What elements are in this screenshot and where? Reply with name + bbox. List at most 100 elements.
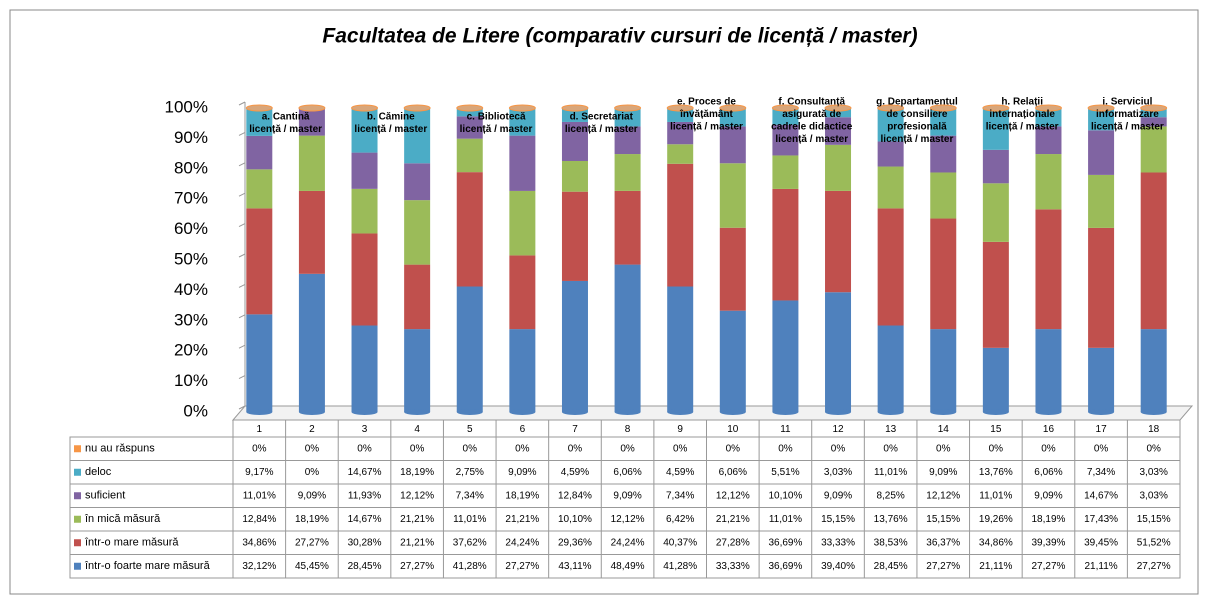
bar-segment	[877, 108, 904, 142]
bar-segment	[772, 124, 799, 156]
table-cell: 3,03%	[1140, 490, 1168, 501]
table-cell: 4,59%	[666, 467, 694, 478]
y-tick-label: 70%	[174, 189, 208, 208]
bar-segment	[825, 108, 852, 118]
y-tick-label: 50%	[174, 249, 208, 268]
table-cell: 51,52%	[1137, 537, 1171, 548]
bar-segment	[1088, 174, 1115, 228]
bar-segment	[509, 329, 536, 412]
bar-segment	[930, 218, 957, 330]
table-cell: 15,15%	[821, 514, 855, 525]
table-cell: 45,45%	[295, 561, 329, 572]
table-cell: 6,42%	[666, 514, 694, 525]
bar-segment	[982, 241, 1009, 348]
tick-mark	[238, 192, 246, 197]
table-cell: 0%	[673, 443, 688, 454]
x-tick-label: 8	[625, 424, 631, 435]
bar-segment	[877, 325, 904, 412]
y-tick-label: 30%	[174, 310, 208, 329]
y-tick-label: 20%	[174, 341, 208, 360]
bar-cap	[719, 104, 747, 112]
tick-mark	[238, 283, 246, 288]
bar-cap	[1034, 104, 1062, 112]
group-label: licență / master	[986, 122, 1059, 133]
table-cell: 21,11%	[1084, 561, 1117, 572]
legend-entry: într-o mare măsură	[84, 537, 179, 549]
x-tick-label: 17	[1096, 424, 1108, 435]
bar-segment	[667, 286, 694, 412]
group-label: internaționale	[989, 109, 1055, 120]
bar-segment	[404, 163, 431, 201]
bar-segment	[456, 116, 483, 139]
group-label: i. Serviciul	[1102, 97, 1152, 108]
table-cell: 27,27%	[505, 561, 539, 572]
bar-segment	[456, 138, 483, 173]
bar-segment	[982, 149, 1009, 184]
x-tick-label: 15	[990, 424, 1002, 435]
table-cell: 0%	[989, 443, 1004, 454]
table-cell: 0%	[883, 443, 898, 454]
bar-segment	[298, 273, 325, 412]
group-label: d. Secretariat	[570, 112, 634, 123]
bar-segment	[1088, 347, 1115, 412]
bar-segment	[456, 286, 483, 412]
y-tick-label: 10%	[174, 371, 208, 390]
table-cell: 10,10%	[768, 490, 802, 501]
bar-base	[509, 409, 536, 415]
x-tick-label: 13	[885, 424, 897, 435]
table-cell: 9,17%	[245, 467, 273, 478]
table-cell: 27,27%	[1032, 561, 1066, 572]
bar-base	[561, 409, 588, 415]
table-cell: 27,28%	[716, 537, 750, 548]
bar-segment	[877, 208, 904, 326]
bar-segment	[298, 108, 325, 136]
table-cell: 7,34%	[666, 490, 694, 501]
bar-segment	[1035, 209, 1062, 330]
table-cell: 21,21%	[400, 514, 434, 525]
bar-segment	[351, 188, 378, 234]
table-cell: 21,21%	[400, 537, 434, 548]
bar-base	[825, 409, 852, 415]
table-cell: 7,34%	[456, 490, 484, 501]
table-cell: 10,10%	[558, 514, 592, 525]
table-cell: 18,19%	[295, 514, 329, 525]
bar-base	[667, 409, 694, 415]
bar-cap	[614, 104, 642, 112]
group-label: licență / master	[670, 122, 743, 133]
bar-segment	[246, 135, 273, 170]
table-cell: 0%	[515, 443, 530, 454]
table-cell: 18,19%	[505, 490, 539, 501]
bar-segment	[561, 280, 588, 412]
table-cell: 30,28%	[348, 537, 382, 548]
chart-title: Facultatea de Litere (comparativ cursuri…	[322, 25, 917, 48]
bar-base	[404, 409, 431, 415]
table-cell: 0%	[463, 443, 478, 454]
table-cell: 27,27%	[295, 537, 329, 548]
group-label: f. Consultanță	[778, 97, 845, 108]
y-tick-label: 40%	[174, 280, 208, 299]
bar-segment	[351, 325, 378, 412]
table-cell: 9,09%	[298, 490, 326, 501]
bar-segment	[667, 144, 694, 164]
legend-entry: într-o foarte mare măsură	[84, 560, 211, 572]
tick-mark	[238, 162, 246, 167]
bar-base	[930, 409, 957, 415]
table-cell: 13,76%	[874, 514, 908, 525]
bar-cap	[456, 104, 484, 112]
bar-segment	[456, 108, 483, 117]
bar-segment	[614, 126, 641, 155]
table-cell: 11,01%	[769, 514, 802, 525]
table-cell: 40,37%	[663, 537, 697, 548]
table-cell: 11,01%	[453, 514, 486, 525]
bar-segment	[877, 141, 904, 167]
bar-segment	[298, 135, 325, 191]
x-tick-label: 9	[677, 424, 683, 435]
bar-cap	[508, 104, 536, 112]
table-cell: 19,26%	[979, 514, 1013, 525]
bar-cap	[1087, 104, 1115, 112]
group-label: c. Bibliotecă	[467, 112, 526, 123]
bar-cap	[245, 104, 273, 112]
table-cell: 17,43%	[1084, 514, 1118, 525]
x-tick-label: 5	[467, 424, 473, 435]
table-cell: 39,45%	[1084, 537, 1118, 548]
